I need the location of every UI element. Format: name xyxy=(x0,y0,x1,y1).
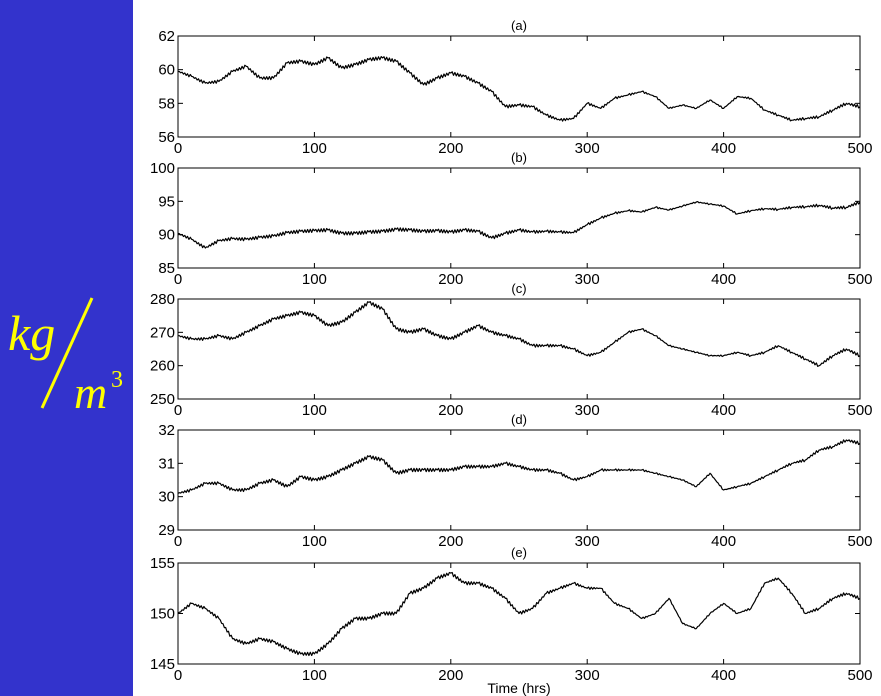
panel-4-ytick-label: 29 xyxy=(158,522,175,539)
panel-5-ytick-label: 155 xyxy=(150,555,175,572)
panel-4-xtick-label: 0 xyxy=(174,533,182,550)
panel-3-frame xyxy=(177,298,861,400)
panel-3-title: (c) xyxy=(511,281,526,296)
panel-4-series-line-1 xyxy=(177,439,861,494)
panel-4-ytick-label: 30 xyxy=(158,489,175,506)
panel-1-title: (a) xyxy=(511,18,527,33)
unit-exponent: 3 xyxy=(111,367,123,393)
panel-2-series-line-1 xyxy=(177,201,861,249)
panel-2-xtick-label: 200 xyxy=(438,271,463,288)
unit-fraction-slash xyxy=(40,297,94,409)
unit-denominator: m xyxy=(74,367,107,418)
panel-2-xtick-label: 500 xyxy=(847,271,872,288)
panel-4-xtick-label: 100 xyxy=(302,533,327,550)
panel-1-xtick-label: 200 xyxy=(438,140,463,157)
panel-1-frame xyxy=(177,35,861,138)
panel-4-frame xyxy=(177,429,861,531)
panel-2-ytick-label: 85 xyxy=(158,260,175,277)
panel-2-frame xyxy=(177,167,861,269)
panel-1-xtick-label: 0 xyxy=(174,140,182,157)
panel-2-title: (b) xyxy=(511,150,527,165)
panel-1-xtick-label: 300 xyxy=(575,140,600,157)
panel-4-xtick-label: 300 xyxy=(575,533,600,550)
panel-5-title: (e) xyxy=(511,545,527,560)
panel-2-xtick-label: 100 xyxy=(302,271,327,288)
panel-5-series-line-1 xyxy=(177,571,861,657)
panel-3-ytick-label: 280 xyxy=(150,291,175,308)
panel-4-xtick-label: 200 xyxy=(438,533,463,550)
panel-3-series-line-1 xyxy=(178,301,861,367)
panel-5-ytick-label: 145 xyxy=(150,656,175,673)
panel-5-xtick-label: 100 xyxy=(302,667,327,684)
panel-5-xtick-label: 0 xyxy=(174,667,182,684)
plot-area xyxy=(133,0,881,696)
panel-3-xtick-label: 500 xyxy=(847,402,872,419)
panel-1-ytick-label: 58 xyxy=(158,95,175,112)
panel-5-xtick-label: 500 xyxy=(847,667,872,684)
unit-label: kg m 3 xyxy=(8,297,123,418)
panel-3-xtick-label: 200 xyxy=(438,402,463,419)
panel-5-xlabel: Time (hrs) xyxy=(487,680,550,696)
panel-5-xtick-label: 200 xyxy=(438,667,463,684)
panel-1-xtick-label: 500 xyxy=(847,140,872,157)
panel-3-xtick-label: 0 xyxy=(174,402,182,419)
panel-3-xtick-label: 300 xyxy=(575,402,600,419)
panel-4-xtick-label: 500 xyxy=(847,533,872,550)
panel-2-ytick-label: 95 xyxy=(158,193,175,210)
panel-2-ytick-label: 90 xyxy=(158,227,175,244)
panel-1-xtick-label: 100 xyxy=(302,140,327,157)
panel-3-xtick-label: 400 xyxy=(711,402,736,419)
panel-2-ytick-label: 100 xyxy=(150,160,175,177)
panel-5-xtick-label: 400 xyxy=(711,667,736,684)
panel-1-ytick-label: 62 xyxy=(158,28,175,45)
panel-4-ytick-label: 32 xyxy=(158,422,175,439)
panel-4-title: (d) xyxy=(511,412,527,427)
unit-numerator: kg xyxy=(8,305,55,361)
panel-1-ytick-label: 56 xyxy=(158,129,175,146)
panel-2-xtick-label: 0 xyxy=(174,271,182,288)
panel-1-xtick-label: 400 xyxy=(711,140,736,157)
panel-2-xtick-label: 300 xyxy=(575,271,600,288)
panel-3-xtick-label: 100 xyxy=(302,402,327,419)
panel-1-ytick-label: 60 xyxy=(158,62,175,79)
panel-5-xtick-label: 300 xyxy=(575,667,600,684)
panel-2-xtick-label: 400 xyxy=(711,271,736,288)
panel-3-ytick-label: 250 xyxy=(150,391,175,408)
panel-3-ytick-label: 260 xyxy=(150,358,175,375)
panel-1-series-line-1 xyxy=(177,56,861,122)
panel-5-ytick-label: 150 xyxy=(150,606,175,623)
panel-3-ytick-label: 270 xyxy=(150,324,175,341)
panel-4-ytick-label: 31 xyxy=(158,455,175,472)
panel-4-xtick-label: 400 xyxy=(711,533,736,550)
